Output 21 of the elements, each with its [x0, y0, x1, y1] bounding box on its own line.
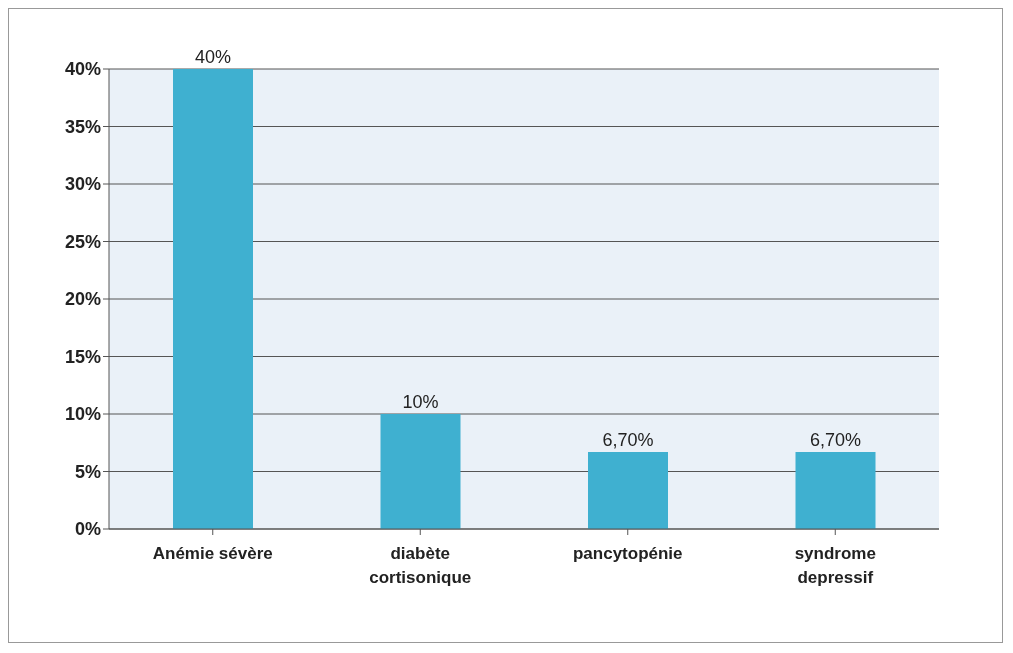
y-tick-label: 0%: [74, 519, 101, 540]
y-tick-label: 30%: [64, 174, 101, 195]
bar: [795, 451, 876, 529]
y-tick-label: 25%: [64, 231, 101, 252]
x-tick-label: Anémie sévère: [152, 544, 273, 563]
data-label: 6,70%: [809, 429, 862, 450]
data-label: 6,70%: [602, 429, 654, 450]
bar: [588, 451, 668, 529]
y-tick-label: 15%: [64, 346, 101, 367]
y-tick-label: 5%: [74, 461, 101, 482]
y-tick-label: 40%: [64, 59, 101, 80]
data-label: 40%: [194, 47, 232, 67]
bar: [380, 414, 461, 529]
bar: [173, 69, 253, 529]
x-tick-label: diabète cortisonique: [369, 544, 472, 587]
x-tick-label: syndrome depressif: [794, 544, 876, 587]
y-tick-label: 20%: [64, 289, 101, 310]
data-label: 10%: [402, 392, 439, 412]
y-tick-label: 35%: [64, 116, 101, 137]
x-tick-label: pancytopénie: [572, 544, 683, 563]
y-tick-label: 10%: [64, 404, 101, 425]
